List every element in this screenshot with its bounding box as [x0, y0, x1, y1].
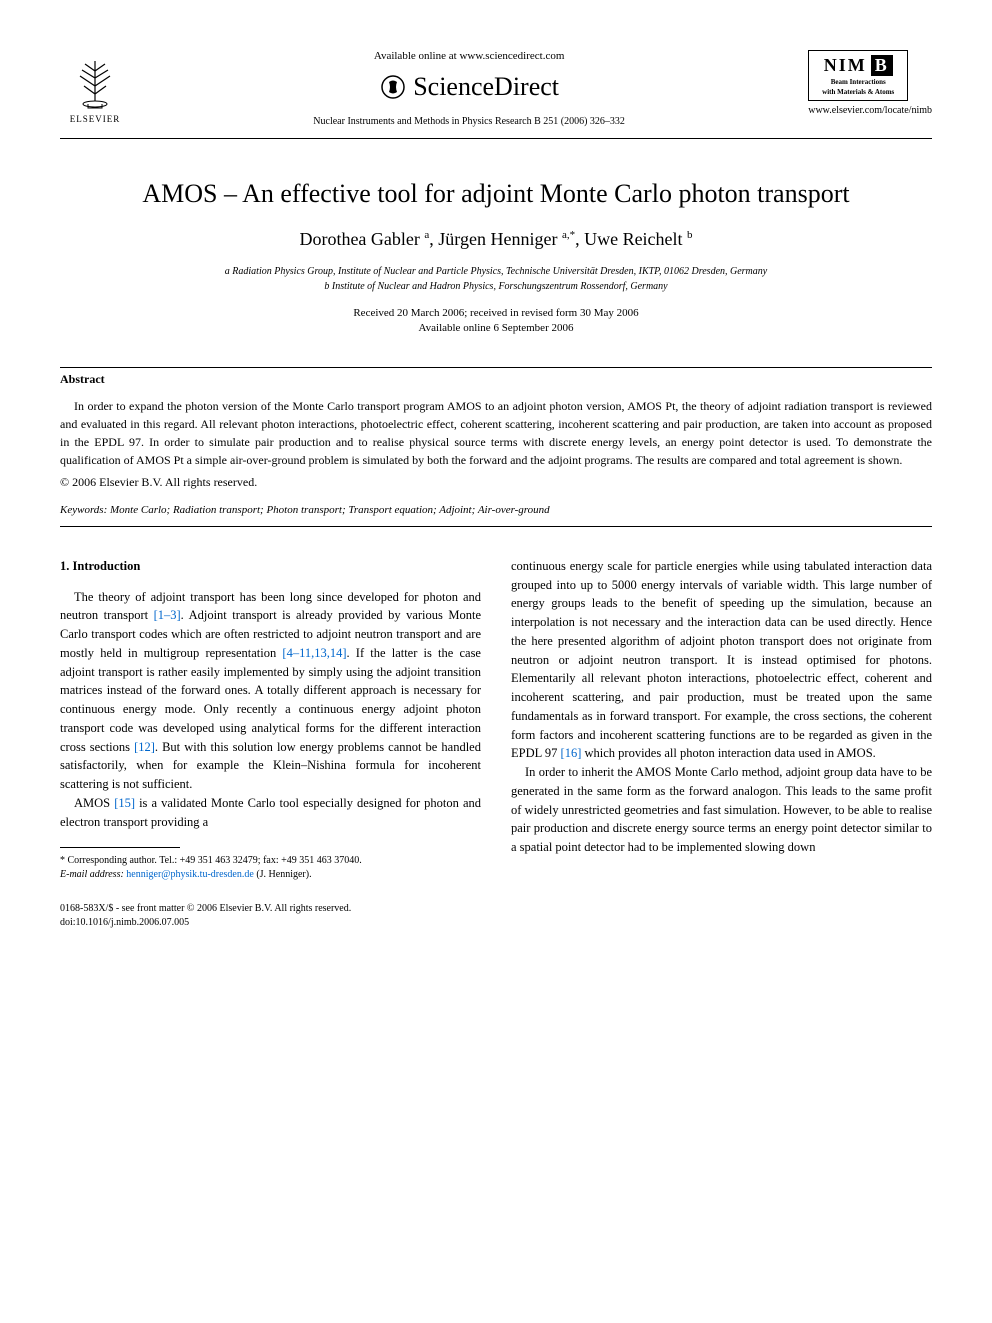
email-link[interactable]: henniger@physik.tu-dresden.de [126, 869, 254, 880]
footnote: * Corresponding author. Tel.: +49 351 46… [60, 854, 481, 882]
abstract-rule-top [60, 367, 932, 368]
bottom-info: 0168-583X/$ - see front matter © 2006 El… [60, 902, 932, 930]
nimb-block: NIM B Beam Interactions with Materials &… [808, 50, 932, 116]
nimb-sub2: with Materials & Atoms [813, 88, 903, 96]
cite-5[interactable]: [16] [561, 746, 582, 760]
abstract-text: In order to expand the photon version of… [60, 397, 932, 469]
available-online: Available online at www.sciencedirect.co… [130, 50, 808, 62]
nimb-title: NIM [824, 55, 867, 75]
author-3: , Uwe Reichelt [575, 229, 687, 249]
para-1-c: . If the latter is the case adjoint tran… [60, 646, 481, 754]
section-1-heading: 1. Introduction [60, 557, 481, 576]
column-left: 1. Introduction The theory of adjoint tr… [60, 557, 481, 883]
journal-reference: Nuclear Instruments and Methods in Physi… [130, 116, 808, 127]
sciencedirect-icon [379, 73, 407, 101]
affiliation-b: b Institute of Nuclear and Hadron Physic… [60, 279, 932, 294]
header-rule [60, 138, 932, 139]
col2-para-2: In order to inherit the AMOS Monte Carlo… [511, 763, 932, 857]
keywords-label: Keywords: [60, 504, 107, 516]
cite-1[interactable]: [1–3] [154, 608, 181, 622]
journal-url: www.elsevier.com/locate/nimb [808, 105, 932, 116]
keywords-text: Monte Carlo; Radiation transport; Photon… [107, 504, 549, 516]
nimb-logo: NIM B Beam Interactions with Materials &… [808, 50, 908, 101]
para-2: AMOS [15] is a validated Monte Carlo too… [60, 794, 481, 832]
cite-4[interactable]: [15] [114, 796, 135, 810]
body-columns: 1. Introduction The theory of adjoint tr… [60, 557, 932, 883]
elsevier-text: ELSEVIER [70, 114, 121, 124]
author-2-sup: a,* [562, 229, 575, 241]
sciencedirect-logo: ScienceDirect [130, 72, 808, 102]
para-1: The theory of adjoint transport has been… [60, 588, 481, 794]
doi: doi:10.1016/j.nimb.2006.07.005 [60, 916, 932, 930]
corresponding-author: * Corresponding author. Tel.: +49 351 46… [60, 854, 481, 868]
affiliations: a Radiation Physics Group, Institute of … [60, 264, 932, 294]
cite-3[interactable]: [12] [134, 740, 155, 754]
column-right: continuous energy scale for particle ene… [511, 557, 932, 883]
nimb-sub1: Beam Interactions [813, 78, 903, 86]
footnote-separator [60, 847, 180, 848]
email-label: E-mail address: [60, 869, 124, 880]
abstract-rule-bottom [60, 526, 932, 527]
nimb-b: B [871, 55, 893, 76]
author-3-sup: b [687, 229, 693, 241]
keywords: Keywords: Monte Carlo; Radiation transpo… [60, 504, 932, 516]
col2-para-1-b: which provides all photon interaction da… [581, 746, 875, 760]
elsevier-tree-icon [70, 56, 120, 111]
para-2-a: AMOS [74, 796, 114, 810]
elsevier-logo: ELSEVIER [60, 50, 130, 130]
dates: Received 20 March 2006; received in revi… [60, 306, 932, 337]
center-header: Available online at www.sciencedirect.co… [130, 50, 808, 127]
issn: 0168-583X/$ - see front matter © 2006 El… [60, 902, 932, 916]
cite-2[interactable]: [4–11,13,14] [282, 646, 346, 660]
sciencedirect-text: ScienceDirect [413, 72, 559, 102]
header-row: ELSEVIER Available online at www.science… [60, 50, 932, 130]
email-suffix: (J. Henniger). [254, 869, 312, 880]
authors: Dorothea Gabler a, Jürgen Henniger a,*, … [60, 229, 932, 250]
copyright: © 2006 Elsevier B.V. All rights reserved… [60, 475, 932, 490]
affiliation-a: a Radiation Physics Group, Institute of … [60, 264, 932, 279]
received-date: Received 20 March 2006; received in revi… [60, 306, 932, 321]
col2-para-1: continuous energy scale for particle ene… [511, 557, 932, 763]
author-2: , Jürgen Henniger [429, 229, 562, 249]
author-1: Dorothea Gabler [299, 229, 424, 249]
available-date: Available online 6 September 2006 [60, 321, 932, 336]
abstract-heading: Abstract [60, 372, 932, 387]
article-title: AMOS – An effective tool for adjoint Mon… [60, 179, 932, 209]
col2-para-1-a: continuous energy scale for particle ene… [511, 559, 932, 761]
